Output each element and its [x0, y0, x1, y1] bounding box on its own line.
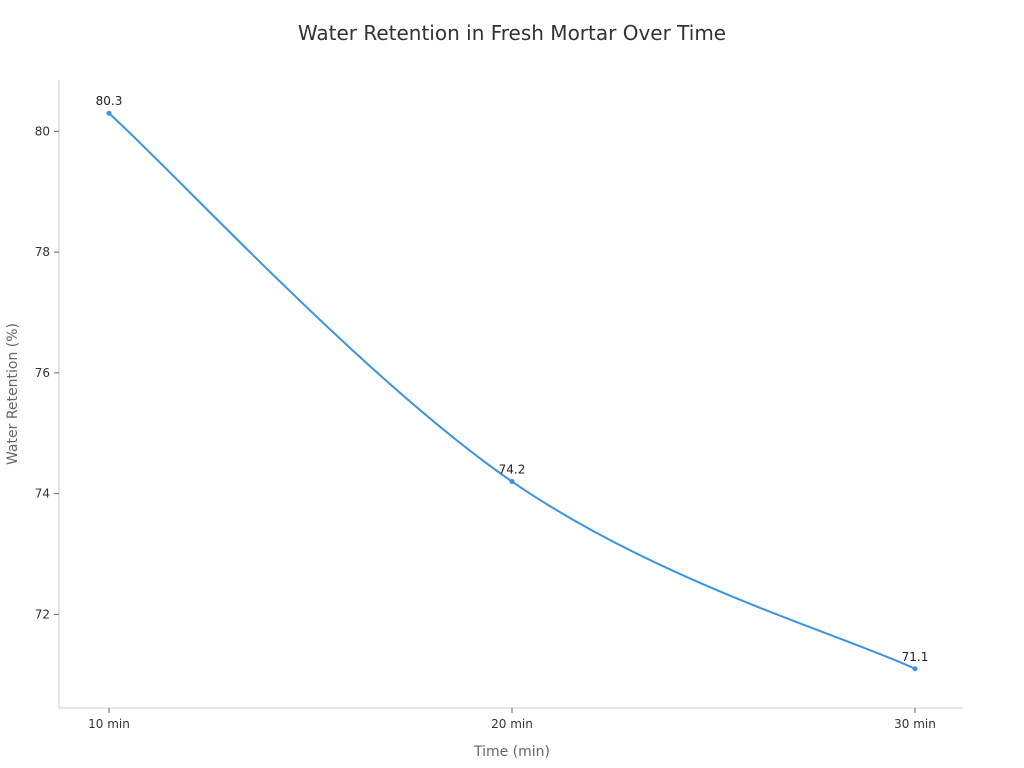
data-points: [106, 110, 918, 672]
y-tick-label: 72: [35, 607, 50, 621]
data-point: [106, 110, 112, 116]
y-tick-label: 74: [35, 487, 50, 501]
chart-title: Water Retention in Fresh Mortar Over Tim…: [298, 21, 726, 45]
x-tick-label: 30 min: [894, 717, 936, 731]
y-tick-label: 76: [35, 366, 50, 380]
x-axis-ticks: 10 min 20 min 30 min: [88, 708, 936, 731]
y-tick-label: 78: [35, 245, 50, 259]
series-line: [108, 112, 916, 670]
y-axis-ticks: 72 74 76 78 80: [35, 124, 59, 621]
data-point: [509, 479, 515, 485]
x-axis-label: Time (min): [473, 744, 550, 760]
x-tick-label: 20 min: [491, 717, 533, 731]
y-axis-label: Water Retention (%): [5, 323, 21, 465]
data-labels: 80.3 74.2 71.1: [96, 94, 929, 664]
data-point: [912, 666, 918, 672]
data-label: 80.3: [96, 94, 123, 108]
x-tick-label: 10 min: [88, 717, 130, 731]
data-label: 71.1: [902, 650, 929, 664]
y-tick-label: 80: [35, 124, 50, 138]
data-label: 74.2: [499, 463, 526, 477]
